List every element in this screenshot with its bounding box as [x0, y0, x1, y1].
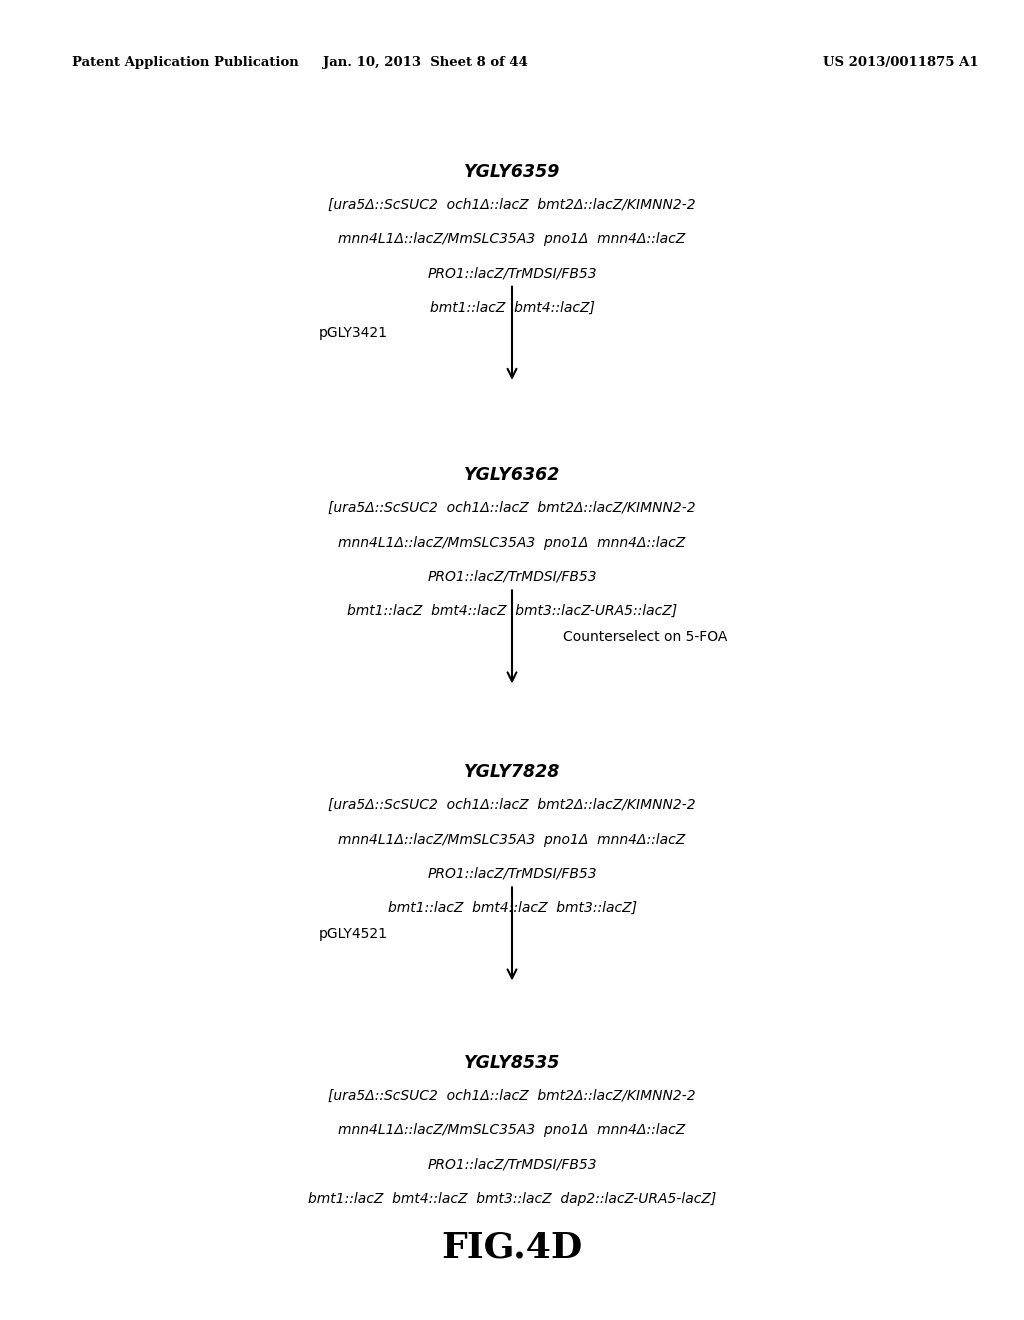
Text: mnn4L1Δ::lacZ/MmSLC35A3  pno1Δ  mnn4Δ::lacZ: mnn4L1Δ::lacZ/MmSLC35A3 pno1Δ mnn4Δ::lac…: [338, 232, 686, 246]
Text: bmt1::lacZ  bmt4::lacZ]: bmt1::lacZ bmt4::lacZ]: [429, 301, 595, 314]
Text: mnn4L1Δ::lacZ/MmSLC35A3  pno1Δ  mnn4Δ::lacZ: mnn4L1Δ::lacZ/MmSLC35A3 pno1Δ mnn4Δ::lac…: [338, 1123, 686, 1137]
Text: [ura5Δ::ScSUC2  och1Δ::lacZ  bmt2Δ::lacZ/KIMNN2-2: [ura5Δ::ScSUC2 och1Δ::lacZ bmt2Δ::lacZ/K…: [328, 198, 696, 211]
Text: [ura5Δ::ScSUC2  och1Δ::lacZ  bmt2Δ::lacZ/KIMNN2-2: [ura5Δ::ScSUC2 och1Δ::lacZ bmt2Δ::lacZ/K…: [328, 799, 696, 812]
Text: bmt1::lacZ  bmt4::lacZ  bmt3::lacZ]: bmt1::lacZ bmt4::lacZ bmt3::lacZ]: [387, 902, 637, 915]
Text: Counterselect on 5-FOA: Counterselect on 5-FOA: [563, 630, 727, 644]
Text: PRO1::lacZ/TrMDSI/FB53: PRO1::lacZ/TrMDSI/FB53: [427, 867, 597, 880]
Text: Patent Application Publication: Patent Application Publication: [72, 55, 298, 69]
Text: pGLY4521: pGLY4521: [318, 927, 388, 941]
Text: PRO1::lacZ/TrMDSI/FB53: PRO1::lacZ/TrMDSI/FB53: [427, 570, 597, 583]
Text: bmt1::lacZ  bmt4::lacZ  bmt3::lacZ-URA5::lacZ]: bmt1::lacZ bmt4::lacZ bmt3::lacZ-URA5::l…: [347, 605, 677, 618]
Text: [ura5Δ::ScSUC2  och1Δ::lacZ  bmt2Δ::lacZ/KIMNN2-2: [ura5Δ::ScSUC2 och1Δ::lacZ bmt2Δ::lacZ/K…: [328, 1089, 696, 1102]
Text: YGLY8535: YGLY8535: [464, 1053, 560, 1072]
Text: pGLY3421: pGLY3421: [318, 326, 388, 341]
Text: US 2013/0011875 A1: US 2013/0011875 A1: [823, 55, 979, 69]
Text: mnn4L1Δ::lacZ/MmSLC35A3  pno1Δ  mnn4Δ::lacZ: mnn4L1Δ::lacZ/MmSLC35A3 pno1Δ mnn4Δ::lac…: [338, 833, 686, 846]
Text: bmt1::lacZ  bmt4::lacZ  bmt3::lacZ  dap2::lacZ-URA5-lacZ]: bmt1::lacZ bmt4::lacZ bmt3::lacZ dap2::l…: [308, 1192, 716, 1205]
Text: mnn4L1Δ::lacZ/MmSLC35A3  pno1Δ  mnn4Δ::lacZ: mnn4L1Δ::lacZ/MmSLC35A3 pno1Δ mnn4Δ::lac…: [338, 536, 686, 549]
Text: YGLY6362: YGLY6362: [464, 466, 560, 484]
Text: YGLY6359: YGLY6359: [464, 162, 560, 181]
Text: FIG.4D: FIG.4D: [441, 1230, 583, 1265]
Text: PRO1::lacZ/TrMDSI/FB53: PRO1::lacZ/TrMDSI/FB53: [427, 1158, 597, 1171]
Text: [ura5Δ::ScSUC2  och1Δ::lacZ  bmt2Δ::lacZ/KIMNN2-2: [ura5Δ::ScSUC2 och1Δ::lacZ bmt2Δ::lacZ/K…: [328, 502, 696, 515]
Text: YGLY7828: YGLY7828: [464, 763, 560, 781]
Text: PRO1::lacZ/TrMDSI/FB53: PRO1::lacZ/TrMDSI/FB53: [427, 267, 597, 280]
Text: Jan. 10, 2013  Sheet 8 of 44: Jan. 10, 2013 Sheet 8 of 44: [323, 55, 527, 69]
